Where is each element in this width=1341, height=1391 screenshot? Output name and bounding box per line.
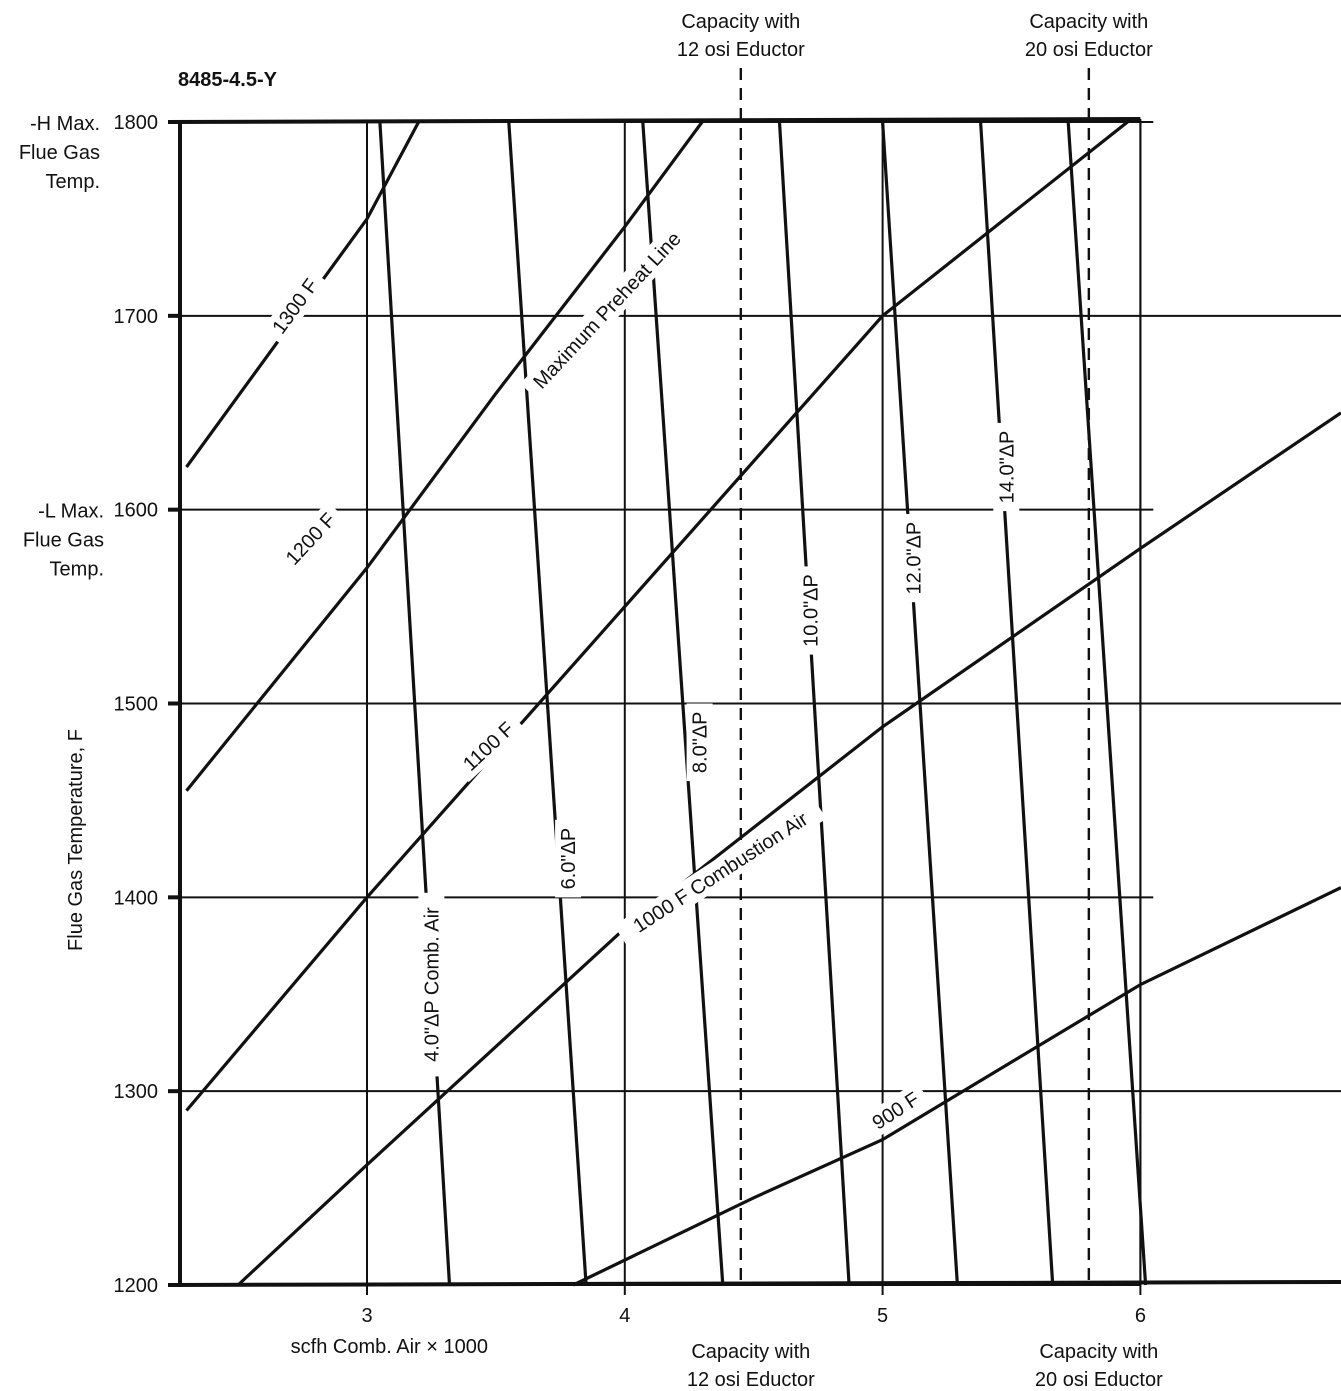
temp-1-label-group: 1300 F <box>261 267 329 346</box>
dp-line-7 <box>1066 121 1148 1286</box>
series-line-900 <box>572 886 1341 1287</box>
y-tick-label: 1800 <box>114 112 159 134</box>
y-tick-label: 1400 <box>114 887 159 909</box>
dp-line-5 <box>881 121 959 1286</box>
y-annotation: -H Max. <box>30 113 100 135</box>
dp-3-label-group: 8.0"ΔP <box>686 703 713 782</box>
temp-2-label: 1200 F <box>282 509 341 570</box>
temp-1-label-mask <box>261 267 329 346</box>
curve-labels: Capacity with 12 osi Eductor Capacity with… <box>19 11 1163 1391</box>
capacity-bottom-label: Capacity with <box>691 1341 810 1363</box>
y-tick-label: 1700 <box>114 306 159 328</box>
capacity-bottom-label: 12 osi Eductor <box>687 1369 815 1391</box>
capacity-top-label: 20 osi Eductor <box>1025 39 1153 61</box>
series-line-1200 <box>185 121 704 792</box>
dp-6-label-group: 14.0"ΔP <box>993 422 1020 512</box>
dp-line-3 <box>641 121 725 1286</box>
series-line-1300 <box>185 121 421 468</box>
temp-5-label-mask <box>860 1081 931 1140</box>
series-line-1100 <box>185 120 1129 1112</box>
capacity-top-label: Capacity with <box>681 11 800 33</box>
dp-4-label-group: 10.0"ΔP <box>797 566 824 655</box>
pressure-drop-curves <box>378 121 1148 1286</box>
y-annotation: Flue Gas <box>19 142 100 164</box>
dp-3-label-mask <box>686 703 713 782</box>
y-axis-label: Flue Gas Temperature, F <box>65 729 87 951</box>
x-tick-label: 3 <box>361 1305 372 1327</box>
dp-line-4 <box>777 121 851 1286</box>
temp-2-label-group: 1200 F <box>274 501 347 576</box>
y-annotation: -L Max. <box>38 501 104 523</box>
dp-line-1 <box>378 121 452 1286</box>
dp-6-label: 14.0"ΔP <box>996 431 1018 504</box>
temp-4-label-mask <box>613 796 827 948</box>
top-frame-line <box>167 117 1141 124</box>
max-preheat-label: Maximum Preheat Line <box>529 228 685 393</box>
y-tick-label: 1200 <box>114 1275 159 1297</box>
grid-lines <box>180 121 1341 1295</box>
dp-1-label: 4.0"ΔP Comb. Air <box>421 907 443 1062</box>
y-annotation: Flue Gas <box>23 530 104 552</box>
temp-2-label-mask <box>274 501 347 576</box>
dp-4-label: 10.0"ΔP <box>800 574 822 647</box>
y-tick-label: 1500 <box>114 694 159 716</box>
dp-5-label-group: 12.0"ΔP <box>900 513 927 603</box>
capacity-top-label: Capacity with <box>1029 11 1148 33</box>
y-tick-label: 1300 <box>114 1081 159 1103</box>
max-preheat-label-mask <box>520 218 694 402</box>
y-annotation: Temp. <box>50 559 104 581</box>
dp-line-2 <box>507 121 588 1286</box>
dp-1-label-group: 4.0"ΔP Comb. Air <box>418 892 445 1077</box>
dp-5-label-mask <box>900 513 927 603</box>
series-line-1000 <box>237 411 1341 1287</box>
y-tick-label: 1600 <box>114 500 159 522</box>
temp-4-label: 1000 F Combustion Air <box>629 808 812 937</box>
temperature-curves <box>185 120 1341 1287</box>
temp-4-label-group: 1000 F Combustion Air <box>613 796 827 948</box>
dp-line-6 <box>979 121 1055 1286</box>
dp-2-label-mask <box>555 819 582 898</box>
temp-3-label: 1100 F <box>459 718 518 776</box>
x-tick-label: 5 <box>877 1305 888 1327</box>
dp-4-label-mask <box>797 566 824 655</box>
figure-id: 8485-4.5-Y <box>178 69 278 91</box>
temp-3-label-mask <box>450 710 526 783</box>
dp-1-label-mask <box>418 892 445 1077</box>
capacity-dashed-lines <box>739 68 1091 1285</box>
x-tick-label: 4 <box>619 1305 630 1327</box>
capacity-bottom-label: 20 osi Eductor <box>1035 1369 1163 1391</box>
y-annotation: Temp. <box>46 171 100 193</box>
x-tick-label: 6 <box>1135 1305 1146 1327</box>
temp-3-label-group: 1100 F <box>450 710 526 783</box>
x-axis-line <box>167 1280 1341 1287</box>
dp-2-label: 6.0"ΔP <box>558 828 580 890</box>
dp-5-label: 12.0"ΔP <box>904 522 926 595</box>
axes <box>167 117 1341 1287</box>
dp-3-label: 8.0"ΔP <box>690 711 712 773</box>
capacity-top-label: 12 osi Eductor <box>677 39 805 61</box>
dp-6-label-mask <box>993 422 1020 512</box>
dp-2-label-group: 6.0"ΔP <box>555 819 582 898</box>
max-preheat-label-group: Maximum Preheat Line <box>520 218 694 402</box>
x-axis-label: scfh Comb. Air × 1000 <box>291 1336 488 1358</box>
capacity-bottom-label: Capacity with <box>1039 1341 1158 1363</box>
